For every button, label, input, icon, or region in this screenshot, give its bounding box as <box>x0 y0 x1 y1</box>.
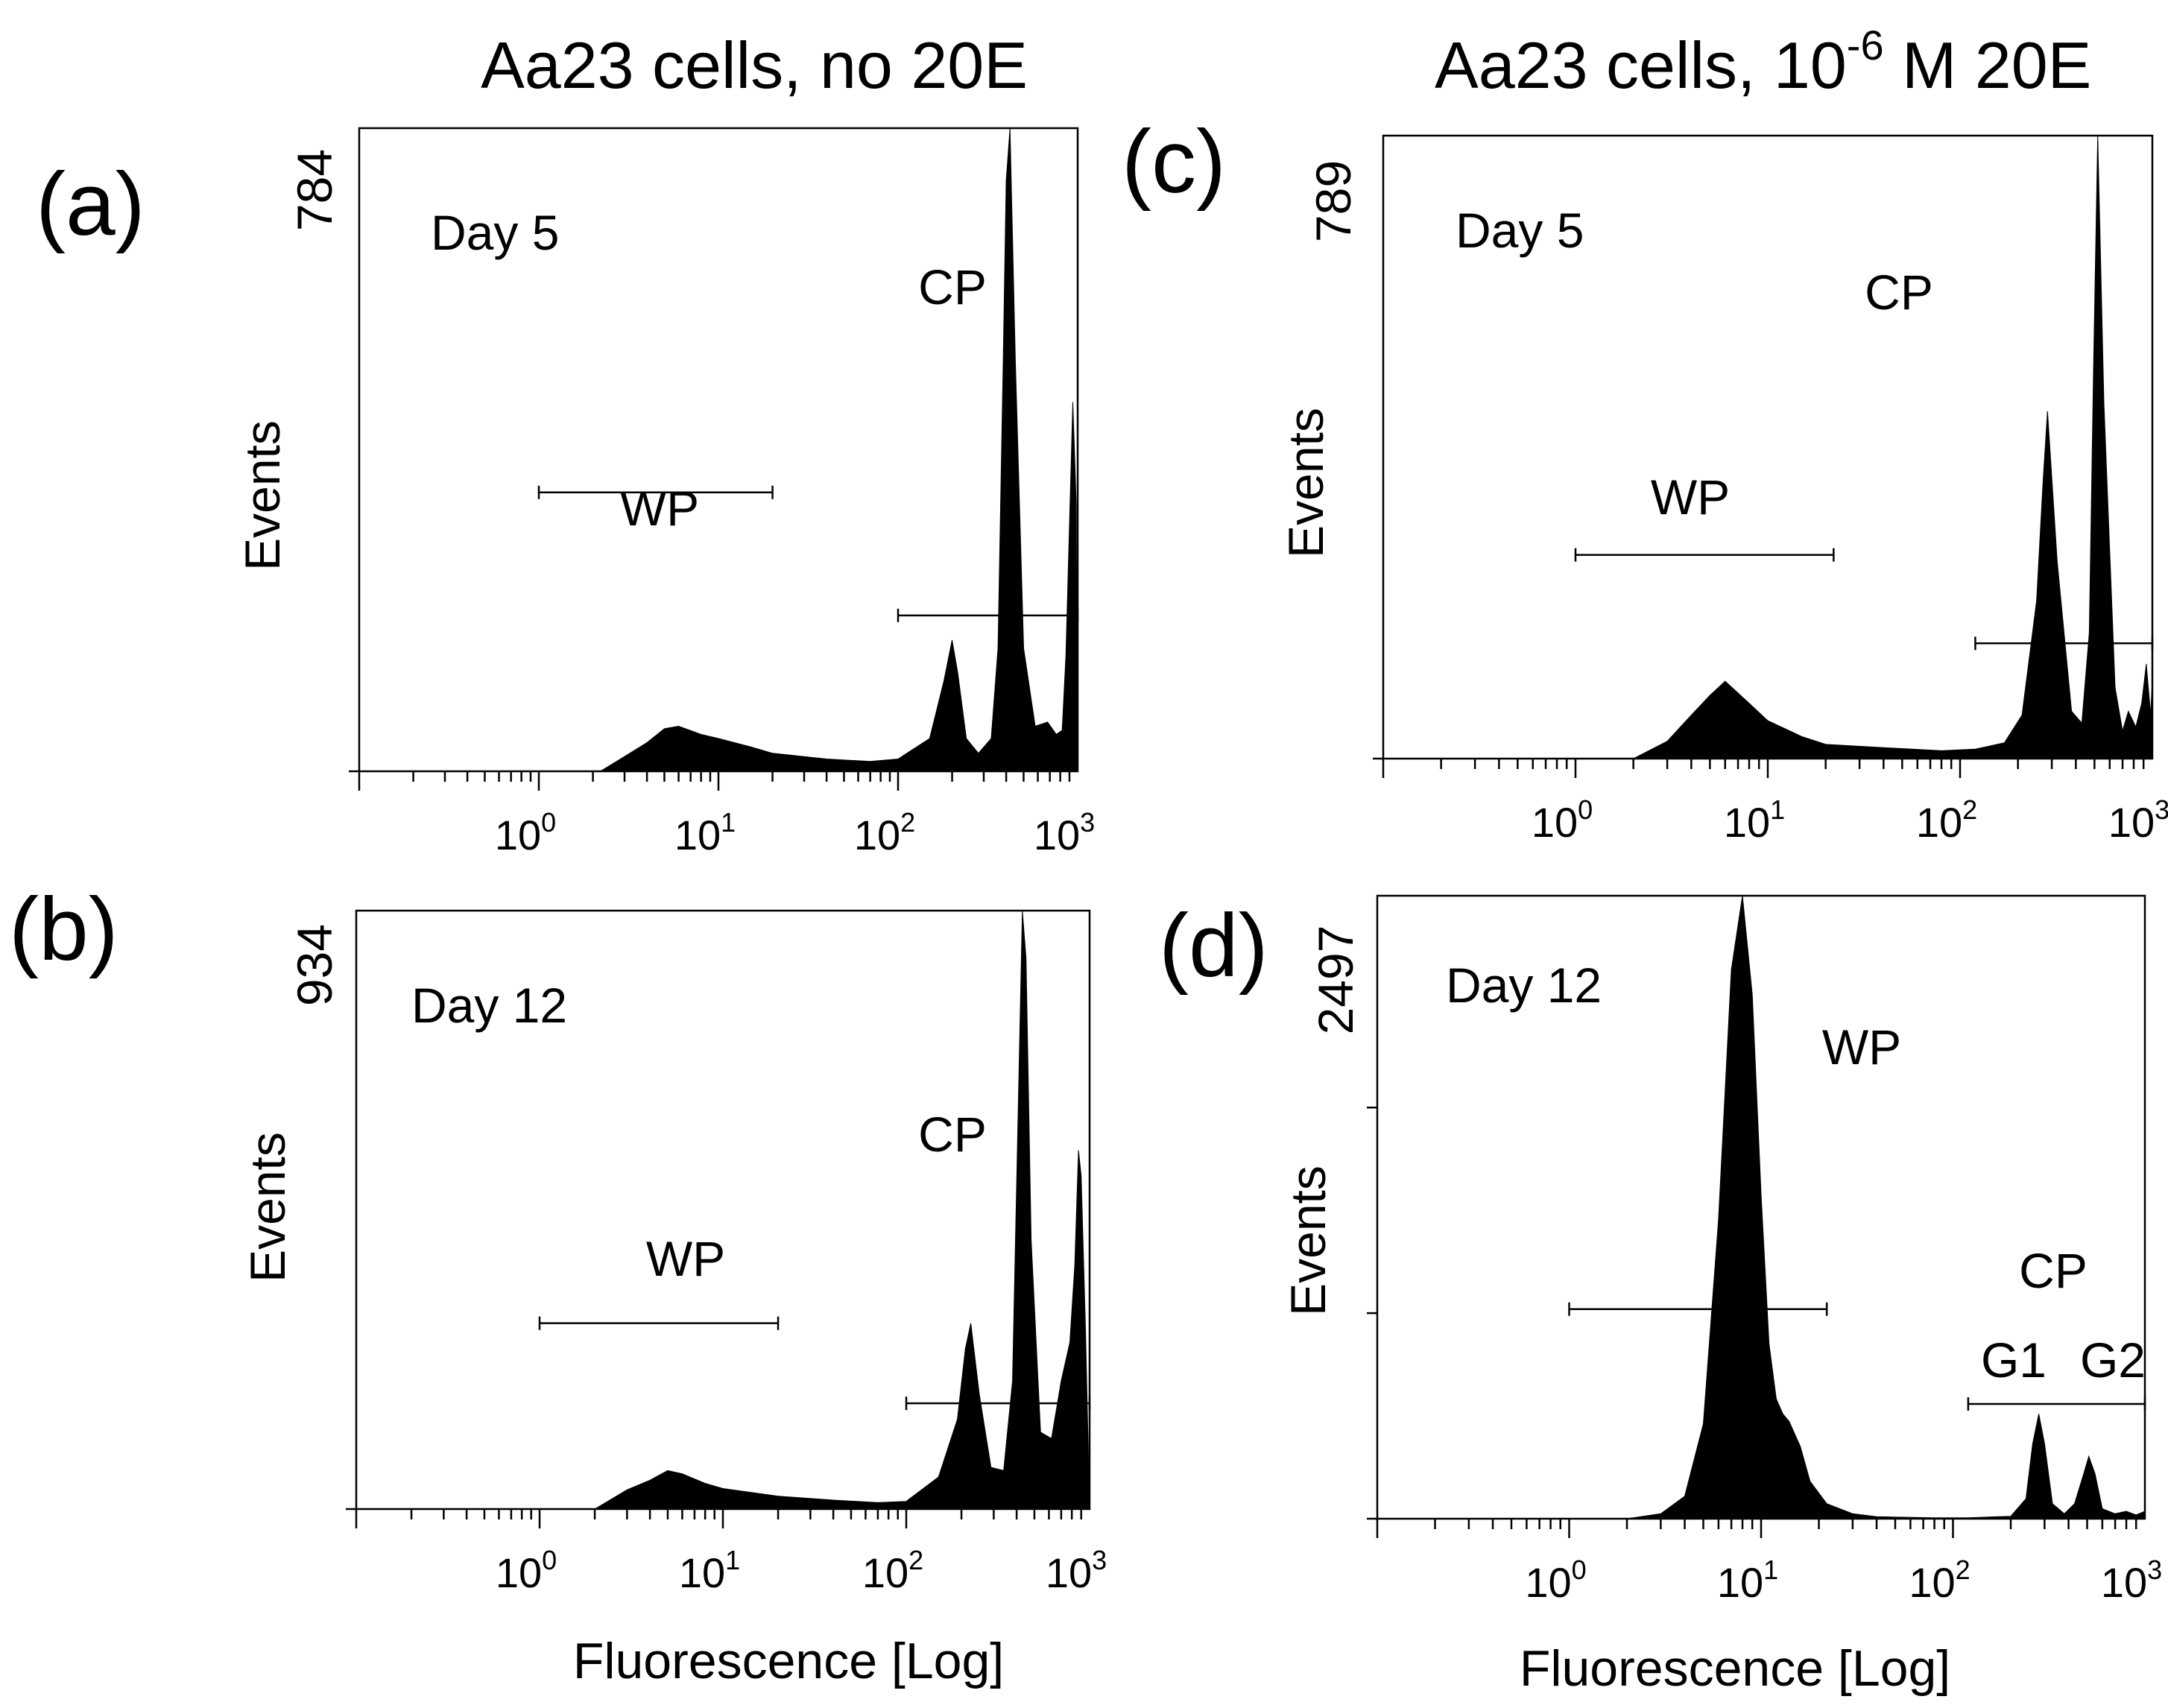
x-tick-label: 100 <box>496 1545 557 1596</box>
x-axis-title: Fluorescence [Log] <box>573 1633 1004 1689</box>
histogram-area <box>1383 135 2153 759</box>
y-max-label: 2497 <box>1308 926 1363 1035</box>
day-label: Day 12 <box>1446 958 1602 1013</box>
x-tick-label: 102 <box>1916 794 1977 846</box>
y-axis-title: Events <box>1278 408 1333 558</box>
day-label: Day 5 <box>1456 203 1584 258</box>
panel-c: (c) 100 101 102 103 789 Events Day 5 WP CP <box>1122 112 2168 846</box>
gate-label-wp: WP <box>646 1231 725 1286</box>
panel-label: (b) <box>9 879 118 979</box>
column-title-left: Aa23 cells, no 20E <box>481 28 1028 102</box>
gate-label-cp: CP <box>918 1107 987 1162</box>
gate-label-wp: WP <box>1651 469 1730 525</box>
x-tick-label: 102 <box>1909 1554 1970 1606</box>
gate-label-wp: WP <box>1822 1019 1901 1075</box>
day-label: Day 5 <box>431 205 559 260</box>
day-label: Day 12 <box>411 978 567 1033</box>
x-tick-label: 103 <box>2101 1554 2162 1606</box>
histogram-area <box>356 910 1090 1510</box>
x-tick-label: 101 <box>1724 794 1785 846</box>
panel-label: (d) <box>1159 896 1268 996</box>
y-max-label: 789 <box>1306 160 1361 242</box>
y-max-label: 934 <box>287 924 342 1006</box>
y-axis-title: Events <box>235 420 290 571</box>
subpeak-label-g1: G1 <box>1981 1332 2047 1388</box>
x-tick-label: 100 <box>1532 794 1593 846</box>
x-tick-label: 101 <box>1717 1554 1778 1606</box>
gate-label-cp: CP <box>918 259 987 314</box>
panel-d: (d) 100 101 102 103 2497 Events Fluorescence [L… <box>1159 894 2162 1697</box>
column-title-right-exponent: -6 <box>1847 22 1884 69</box>
x-tick-label: 101 <box>674 807 736 858</box>
gate-label-wp: WP <box>620 481 699 536</box>
panel-b: (b) 100 101 102 103 934 Events Fluorescence [Lo… <box>9 879 1107 1689</box>
gate-label-cp: CP <box>1865 265 1933 320</box>
x-tick-label: 102 <box>854 807 915 858</box>
x-tick-label: 103 <box>1046 1545 1107 1596</box>
x-tick-label: 103 <box>1034 807 1095 858</box>
y-max-label: 784 <box>287 149 342 231</box>
y-axis-title: Events <box>240 1132 295 1282</box>
column-title-right-suffix: M 20E <box>1884 28 2092 102</box>
histogram-area <box>359 127 1078 772</box>
x-tick-label: 100 <box>495 807 556 858</box>
panel-label: (a) <box>36 154 145 254</box>
x-tick-label: 100 <box>1525 1554 1586 1606</box>
panel-label: (c) <box>1122 112 1226 212</box>
x-tick-label: 101 <box>679 1545 740 1596</box>
subpeak-label-g2: G2 <box>2080 1332 2146 1388</box>
column-title-right: Aa23 cells, 10-6 M 20E <box>1435 22 2091 102</box>
gate-label-cp: CP <box>2019 1243 2088 1298</box>
x-tick-label: 102 <box>862 1545 923 1596</box>
histogram-area <box>1377 895 2146 1519</box>
y-axis-title: Events <box>1280 1165 1336 1316</box>
panel-a: (a) 100 101 102 103 784 Events Day 5 WP CP <box>36 127 1095 858</box>
x-axis-title: Fluorescence [Log] <box>1520 1640 1950 1697</box>
x-tick-label: 103 <box>2108 794 2168 846</box>
column-title-right-prefix: Aa23 cells, 10 <box>1435 28 1847 102</box>
